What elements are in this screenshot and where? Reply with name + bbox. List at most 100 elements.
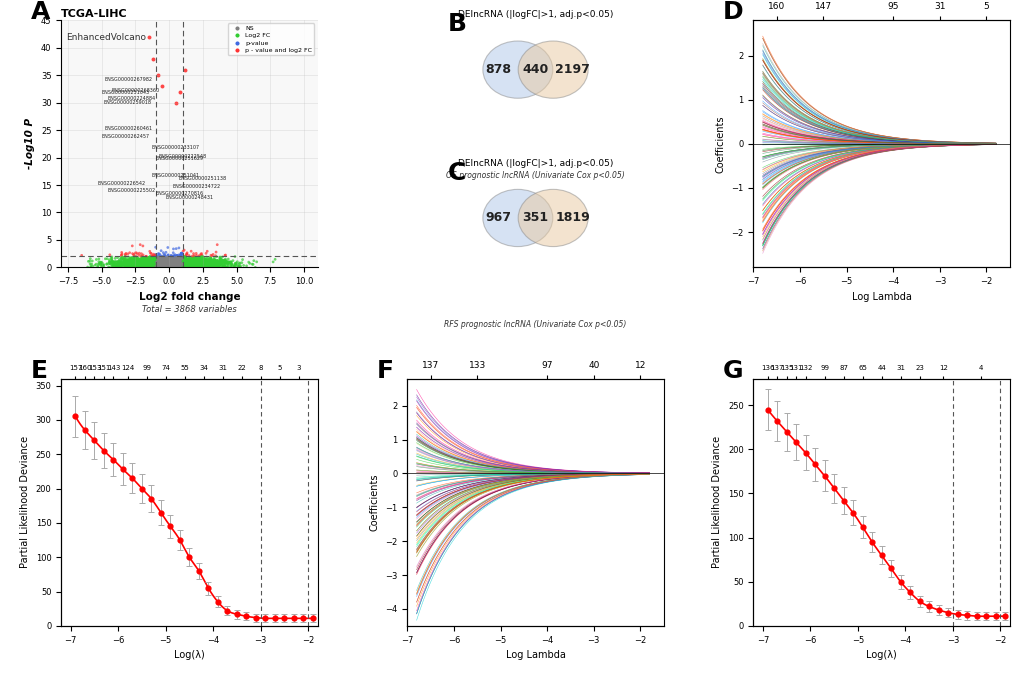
Point: [170, 256, 186, 267]
Point: [189, 258, 205, 269]
Point: [155, 260, 171, 271]
Point: [138, 257, 154, 268]
Point: [194, 258, 210, 269]
Point: [124, 256, 141, 267]
Point: [200, 256, 216, 267]
Point: [202, 261, 218, 272]
Point: [180, 260, 197, 271]
Point: [204, 260, 220, 271]
Point: [135, 256, 151, 267]
Point: [141, 258, 157, 269]
Point: [119, 258, 136, 269]
Point: [156, 252, 172, 262]
Point: [155, 262, 171, 273]
Point: [150, 257, 166, 268]
Point: [187, 256, 204, 267]
Point: [147, 259, 163, 270]
Point: [157, 262, 173, 273]
Point: [212, 260, 228, 271]
Point: [173, 253, 190, 264]
Point: [183, 258, 200, 269]
Point: [169, 260, 185, 271]
Point: [155, 254, 171, 264]
Point: [152, 255, 168, 266]
Point: [182, 254, 199, 265]
Point: [152, 252, 168, 263]
Point: [174, 260, 191, 271]
Point: [172, 257, 189, 268]
Point: [168, 260, 184, 271]
Point: [186, 260, 203, 271]
Point: [121, 256, 138, 267]
Point: [148, 255, 164, 266]
Point: [152, 257, 168, 268]
Point: [176, 261, 193, 272]
Point: [158, 255, 174, 266]
Point: [166, 257, 182, 268]
Point: [172, 262, 189, 273]
Point: [178, 260, 195, 271]
Point: [174, 260, 191, 271]
Point: [211, 258, 227, 269]
Point: [139, 258, 155, 269]
Point: [165, 254, 181, 265]
Point: [144, 256, 160, 267]
Point: [176, 254, 193, 264]
Point: [143, 258, 159, 269]
Point: [105, 261, 121, 272]
X-axis label: Log2 fold change: Log2 fold change: [139, 291, 239, 302]
Point: [177, 257, 194, 268]
Point: [113, 260, 129, 271]
Point: [149, 260, 165, 271]
Point: [180, 260, 197, 271]
Point: [152, 262, 168, 273]
Point: [108, 260, 124, 271]
Point: [238, 611, 255, 622]
Point: [205, 262, 221, 273]
Point: [159, 254, 175, 265]
Point: [154, 255, 170, 266]
Point: [214, 262, 230, 273]
Point: [159, 260, 175, 271]
Point: [144, 253, 160, 264]
Point: [168, 243, 184, 254]
Point: [176, 258, 193, 269]
Point: [154, 258, 170, 269]
Point: [185, 256, 202, 267]
Point: [173, 248, 190, 258]
Point: [191, 259, 207, 270]
Text: RFS prognostic lncRNA (Univariate Cox p<0.05): RFS prognostic lncRNA (Univariate Cox p<…: [444, 320, 626, 328]
Point: [147, 250, 163, 260]
Point: [215, 256, 231, 267]
Point: [121, 261, 138, 272]
Point: [142, 256, 158, 267]
Point: [155, 262, 171, 273]
Point: [164, 256, 180, 267]
Point: [151, 258, 167, 269]
Point: [163, 260, 179, 271]
Point: [146, 254, 162, 264]
Point: [170, 255, 186, 266]
Point: [171, 254, 187, 264]
Point: [144, 262, 160, 273]
Point: [139, 262, 155, 273]
Point: [178, 259, 195, 270]
Point: [176, 260, 193, 271]
Point: [104, 257, 120, 268]
Point: [205, 261, 221, 272]
Point: [172, 260, 189, 271]
Point: [146, 259, 162, 270]
Point: [159, 252, 175, 262]
Point: [186, 258, 203, 269]
Point: [139, 259, 155, 270]
Point: [138, 256, 154, 267]
Point: [183, 259, 200, 270]
Point: [195, 258, 211, 269]
Point: [138, 252, 154, 262]
Point: [159, 257, 175, 268]
Point: [139, 256, 155, 267]
Point: [146, 260, 162, 271]
Point: [136, 257, 152, 268]
Point: [130, 256, 147, 267]
Point: [165, 261, 181, 272]
